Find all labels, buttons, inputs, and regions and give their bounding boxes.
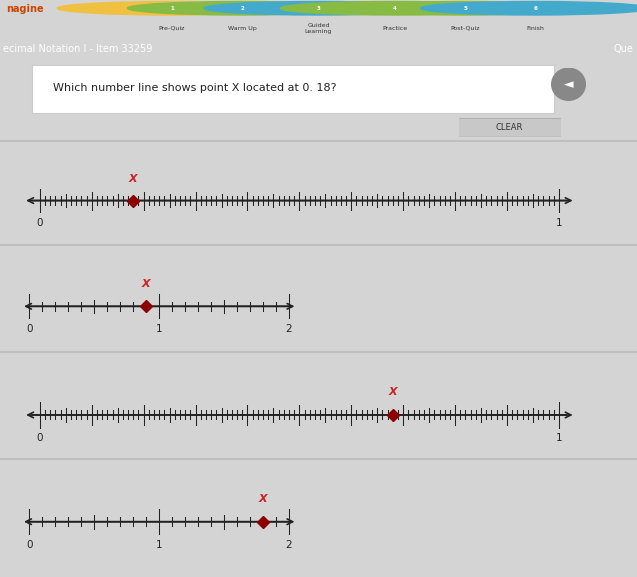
Text: 1: 1	[156, 324, 162, 334]
Text: Finish: Finish	[526, 25, 544, 31]
Text: Warm Up: Warm Up	[227, 25, 257, 31]
Text: 3: 3	[317, 6, 320, 11]
Text: Que: Que	[614, 44, 634, 54]
Text: Pre-Quiz: Pre-Quiz	[159, 25, 185, 31]
FancyBboxPatch shape	[454, 118, 564, 137]
Text: CLEAR: CLEAR	[496, 123, 523, 132]
Text: 6: 6	[533, 6, 537, 11]
Text: X: X	[142, 279, 150, 289]
Text: 2: 2	[286, 324, 292, 334]
Circle shape	[280, 2, 510, 15]
Text: 2: 2	[286, 540, 292, 550]
Text: 1: 1	[170, 6, 174, 11]
Text: 5: 5	[463, 6, 467, 11]
Text: 1: 1	[156, 540, 162, 550]
Circle shape	[127, 2, 357, 15]
Text: nagine: nagine	[6, 5, 44, 14]
Text: 0: 0	[26, 324, 32, 334]
Circle shape	[552, 68, 585, 100]
Text: 1: 1	[555, 218, 562, 227]
Text: 0: 0	[36, 218, 43, 227]
Circle shape	[350, 2, 580, 15]
Text: Practice: Practice	[382, 25, 408, 31]
Text: Post-Quiz: Post-Quiz	[450, 25, 480, 31]
Circle shape	[420, 2, 637, 15]
Text: 4: 4	[393, 6, 397, 11]
Text: 0: 0	[26, 540, 32, 550]
Text: Guided
Learning: Guided Learning	[305, 23, 332, 33]
Circle shape	[204, 2, 433, 15]
Circle shape	[57, 2, 287, 15]
Text: 1: 1	[555, 433, 562, 443]
Text: X: X	[389, 387, 397, 397]
Text: X: X	[129, 174, 138, 183]
Text: ◄: ◄	[564, 78, 573, 91]
Text: Which number line shows point X located at 0. 18?: Which number line shows point X located …	[53, 83, 336, 93]
Text: 2: 2	[240, 6, 244, 11]
Text: ecimal Notation I - Item 33259: ecimal Notation I - Item 33259	[3, 44, 152, 54]
Text: 0: 0	[36, 433, 43, 443]
Text: X: X	[259, 494, 268, 504]
